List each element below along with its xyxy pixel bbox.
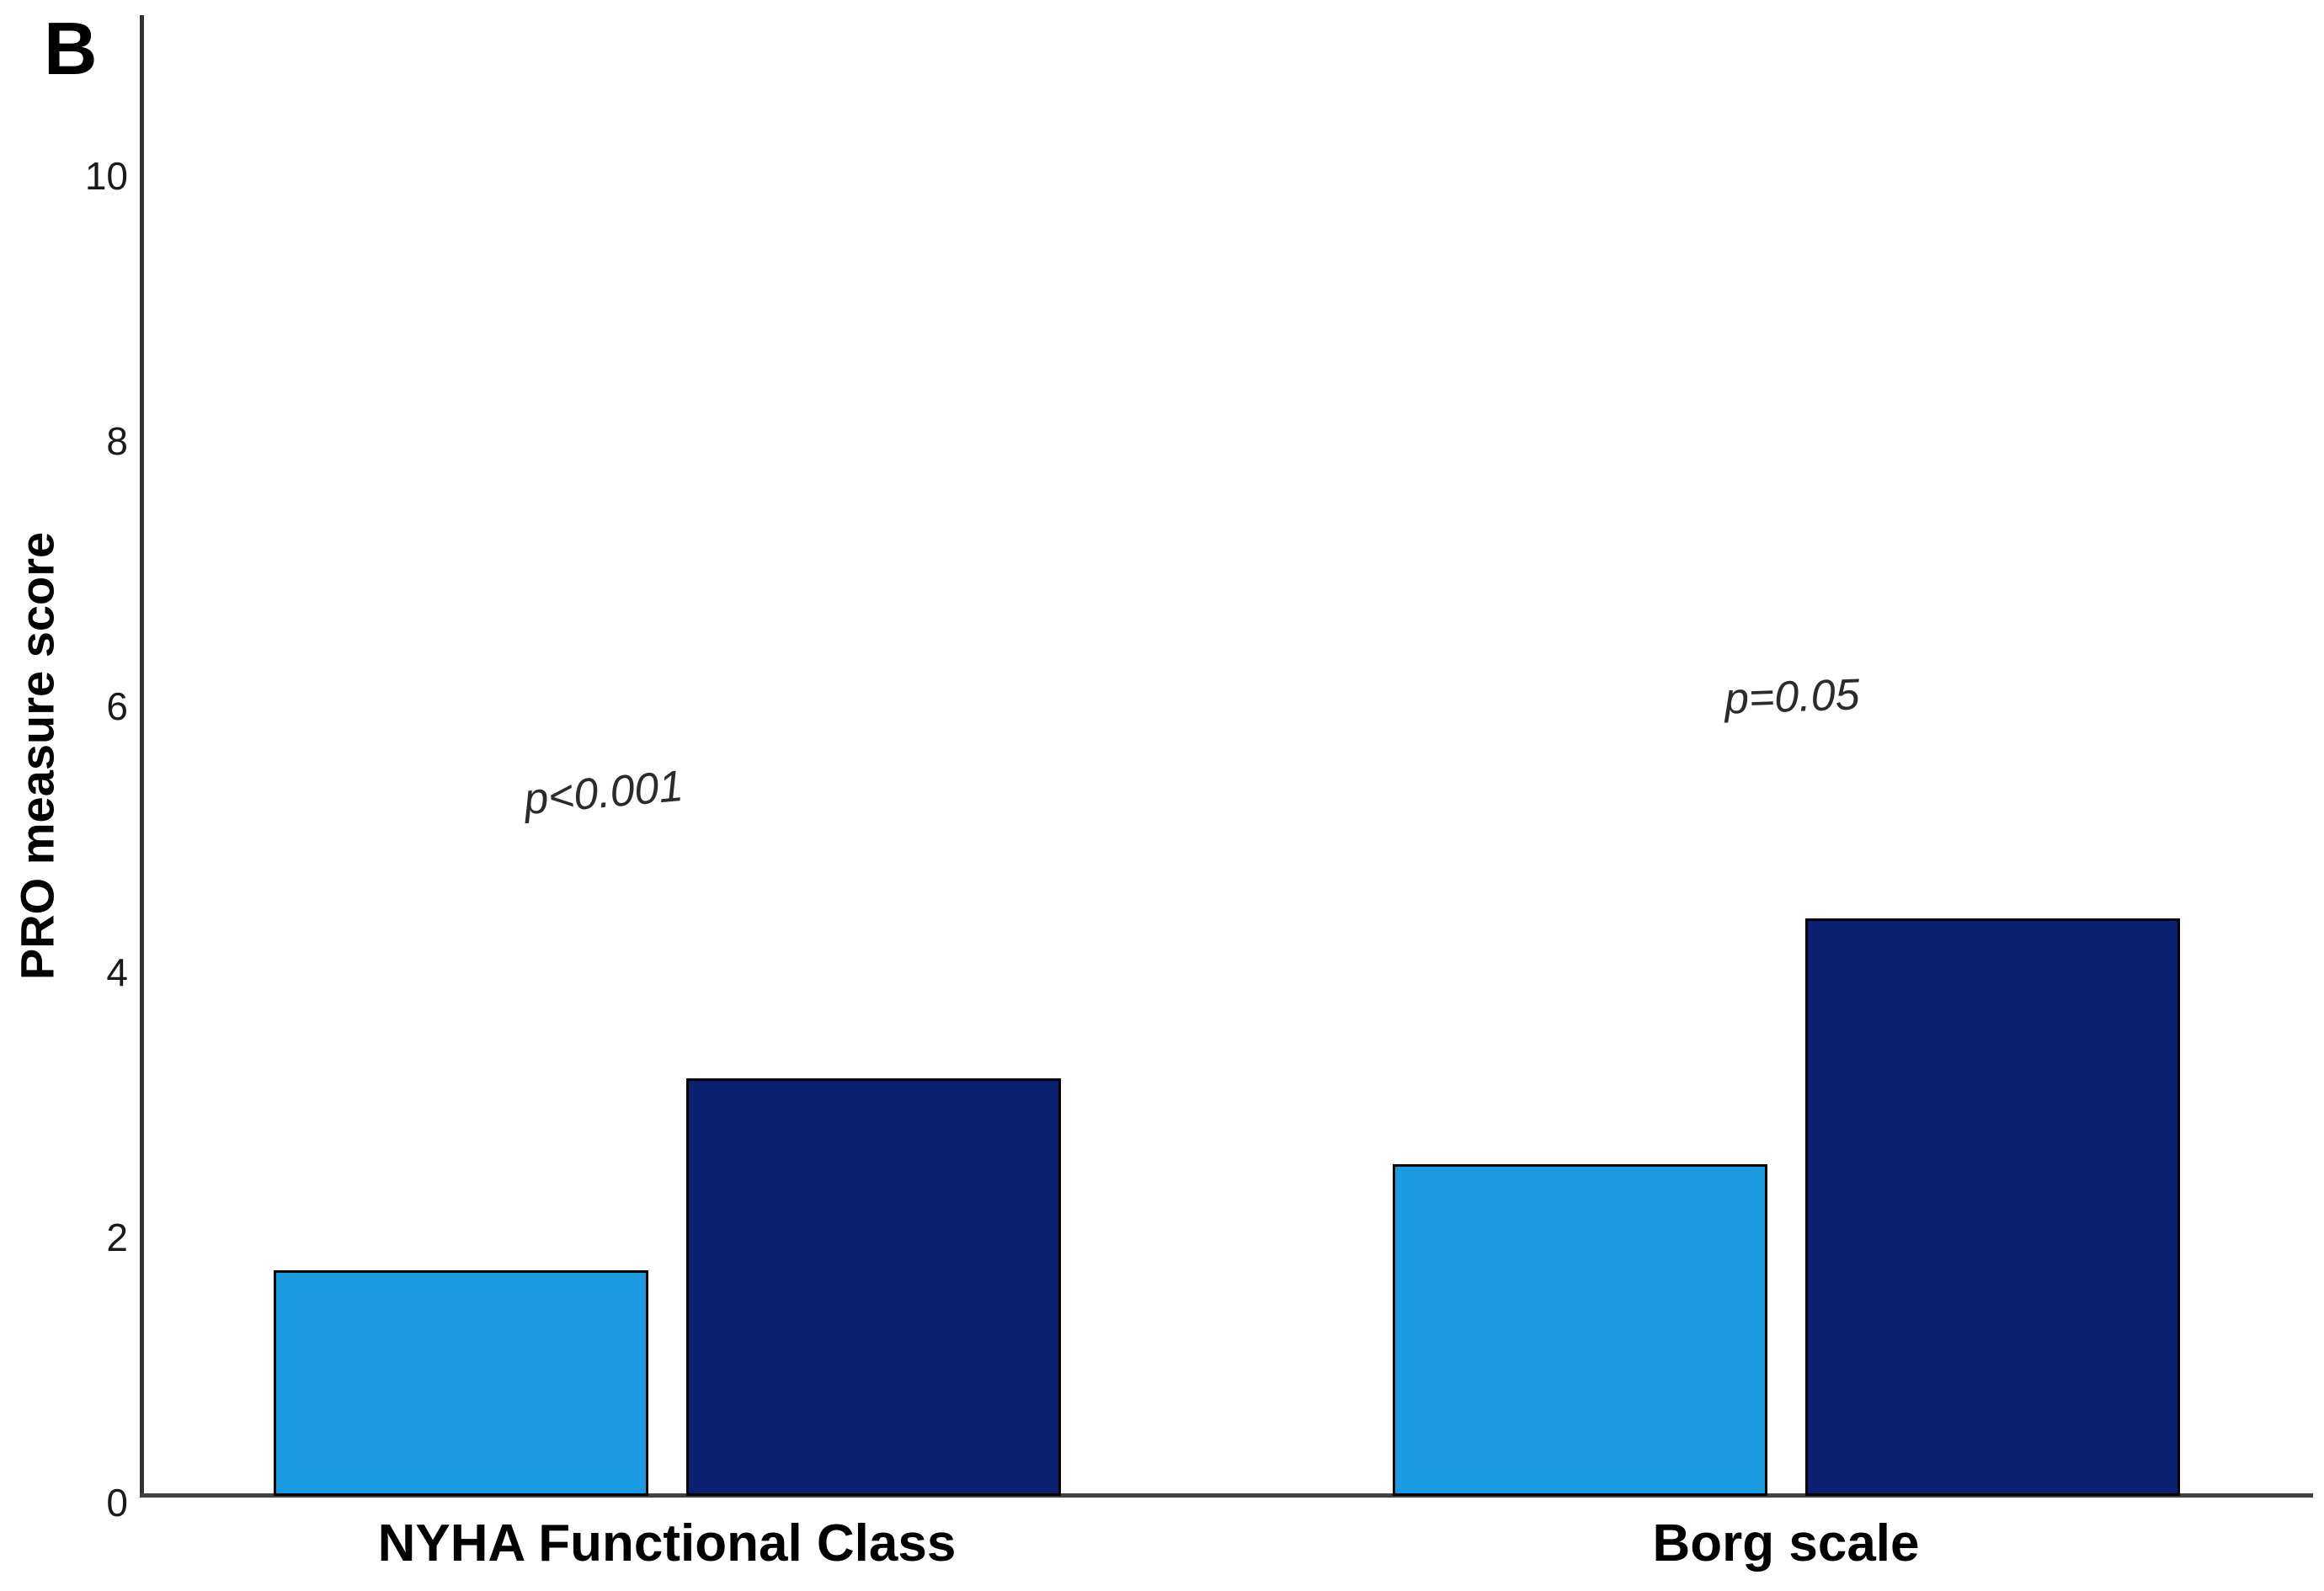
y-tick-label-4: 4 bbox=[106, 950, 128, 994]
y-axis-title: PRO measure score bbox=[10, 531, 64, 981]
y-tick-label-2: 2 bbox=[106, 1215, 128, 1259]
x-axis-label-nyha: NYHA Functional Class bbox=[377, 1514, 957, 1572]
bar-followup-dark-navy-nyha bbox=[685, 1078, 1061, 1496]
bar-baseline-light-blue-nyha bbox=[273, 1270, 648, 1496]
p-value-annotation-borg: p=0.05 bbox=[1724, 670, 1861, 724]
bar-followup-dark-navy-borg bbox=[1804, 918, 2180, 1496]
y-tick-label-6: 6 bbox=[106, 684, 128, 729]
y-tick-label-0: 0 bbox=[106, 1481, 128, 1524]
y-tick-label-8: 8 bbox=[106, 419, 128, 464]
y-tick-label-10: 10 bbox=[84, 154, 128, 198]
panel-label: B bbox=[44, 7, 98, 90]
bar-baseline-light-blue-borg bbox=[1392, 1164, 1767, 1496]
y-axis-line bbox=[140, 15, 144, 1498]
x-axis-label-borg: Borg scale bbox=[1652, 1514, 1920, 1572]
x-axis-line bbox=[140, 1493, 2313, 1498]
p-value-annotation-nyha: p<0.001 bbox=[521, 761, 685, 825]
